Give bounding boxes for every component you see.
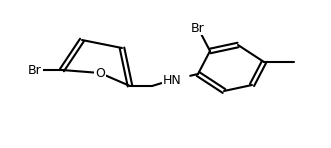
Text: HN: HN <box>163 74 181 86</box>
Text: Br: Br <box>28 63 42 77</box>
Text: O: O <box>95 66 105 79</box>
Text: Br: Br <box>191 21 205 34</box>
